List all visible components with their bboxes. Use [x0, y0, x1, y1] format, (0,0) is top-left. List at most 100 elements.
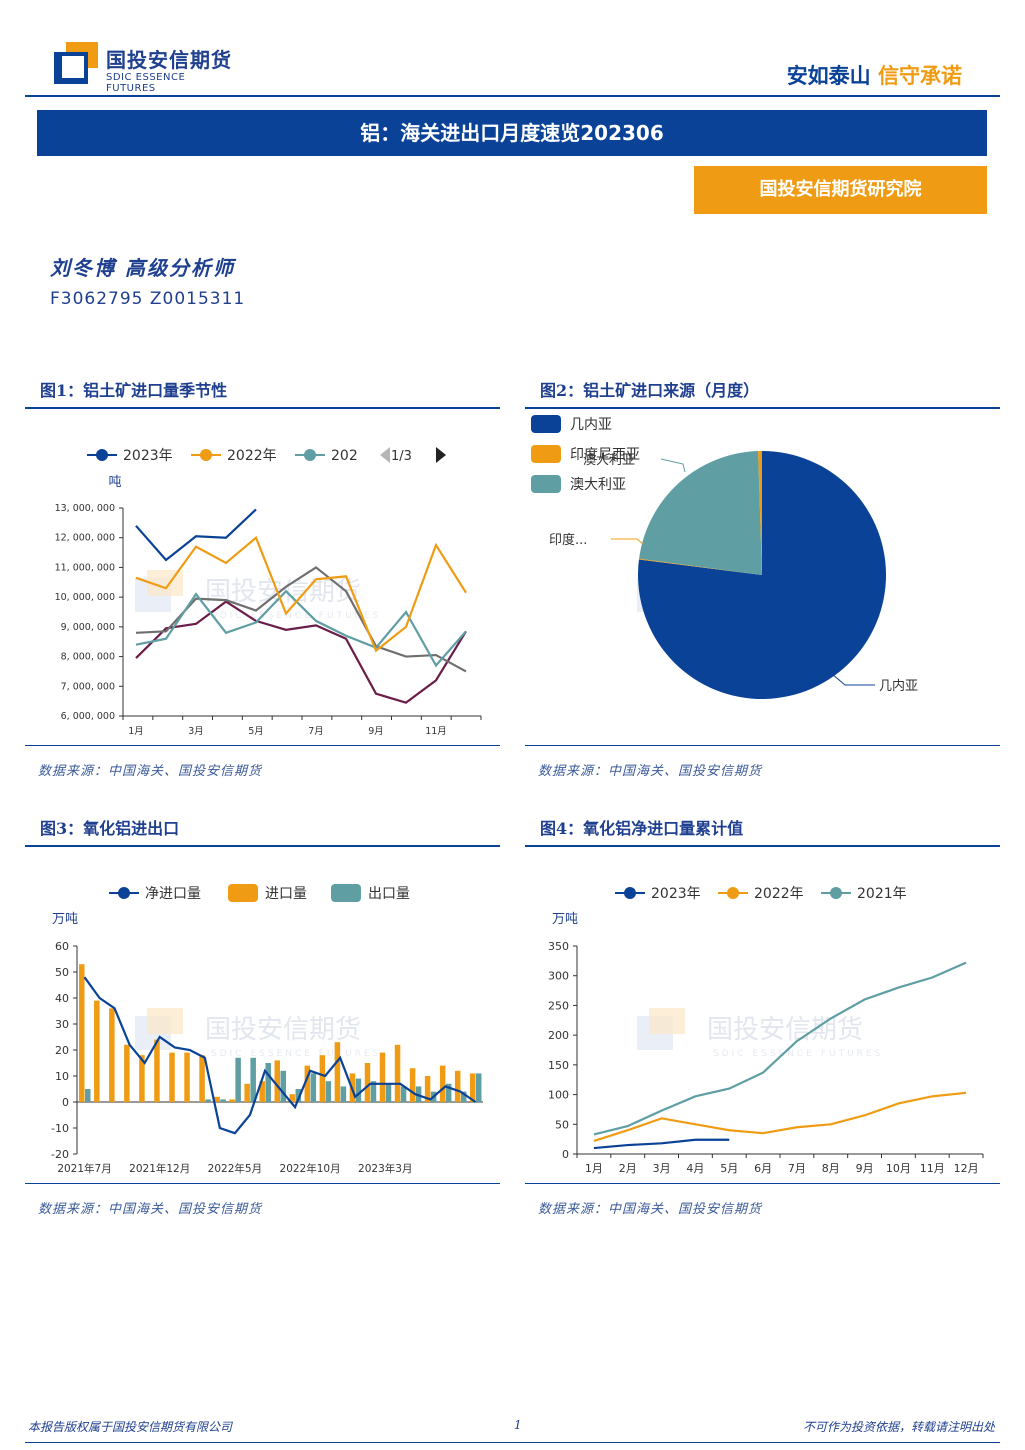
x-tick-label: 1月: [128, 726, 144, 737]
y-tick-label: 200: [548, 1029, 569, 1042]
y-tick-label: 0: [562, 1148, 569, 1161]
legend-swatch-2: [531, 475, 561, 493]
bar-export: [325, 1081, 332, 1102]
bar-import: [394, 1044, 401, 1102]
footer-page-number: 1: [514, 1418, 522, 1432]
y-tick-label: 7, 000, 000: [61, 681, 115, 692]
y-tick-label: 9, 000, 000: [61, 622, 115, 633]
legend-export-label: 出口量: [368, 886, 410, 902]
legend-label-1: 印度尼西亚: [570, 447, 640, 463]
legend-item-2-swatch-dot: [830, 887, 842, 899]
bar-import: [319, 1055, 326, 1102]
x-tick-label: 2023年3月: [358, 1162, 412, 1175]
y-tick-label: 10, 000, 000: [55, 592, 115, 603]
series-line-2: [593, 961, 967, 1136]
legend-item-1-label: 2022年: [227, 448, 277, 464]
leader-india: [611, 538, 644, 545]
bar-import: [169, 1052, 175, 1102]
slogan-a: 安如泰山: [786, 64, 871, 88]
bar-export: [205, 1099, 211, 1102]
y-tick-label: 11, 000, 000: [55, 562, 115, 573]
pie-slice-3: [758, 451, 762, 575]
legend-label-2: 澳大利亚: [570, 477, 626, 493]
slogan-b: 信守承诺: [878, 64, 962, 88]
pie-label-india: 印度...: [549, 532, 587, 548]
fig1-source: 数据来源：中国海关、国投安信期货: [38, 764, 263, 779]
author-license: F3062795 Z0015311: [50, 289, 246, 309]
y-tick-label: 60: [55, 940, 69, 953]
bar-export: [400, 1086, 407, 1102]
watermark-en: SDIC ESSENCE FUTURES: [211, 1049, 381, 1059]
legend-import-label: 进口量: [265, 886, 307, 902]
bar-import: [259, 1081, 265, 1102]
bar-import: [439, 1065, 446, 1102]
x-tick-label: 2022年10月: [280, 1162, 341, 1175]
y-tick-label: 6, 000, 000: [61, 711, 115, 722]
fig2-title: 图2：铝土矿进口来源（月度）: [540, 381, 760, 400]
y-unit-label: 万吨: [552, 912, 578, 927]
x-tick-label: 1月: [585, 1162, 603, 1175]
fig2-bottom-rule: [525, 745, 1000, 746]
series-line-1: [135, 535, 467, 653]
x-tick-label: 7月: [788, 1162, 806, 1175]
bar-export: [310, 1073, 317, 1102]
bar-import: [109, 1008, 115, 1102]
watermark-mark-icon: [147, 1008, 183, 1034]
bar-import: [244, 1083, 250, 1102]
legend-prev-arrow-icon: [380, 447, 390, 463]
legend-item-0-swatch-dot: [624, 887, 636, 899]
y-tick-label: 8, 000, 000: [61, 652, 115, 663]
x-tick-label: 7月: [308, 726, 324, 737]
legend-item-2-label: 2021年: [857, 886, 907, 902]
fig4-title: 图4：氧化铝净进口量累计值: [540, 819, 744, 838]
series-line-0: [593, 1138, 730, 1150]
y-tick-label: -20: [51, 1148, 69, 1161]
x-tick-label: 5月: [720, 1162, 738, 1175]
x-tick-label: 4月: [686, 1162, 704, 1175]
legend-swatch-1: [531, 445, 561, 463]
x-tick-label: 5月: [248, 726, 264, 737]
x-tick-label: 9月: [368, 726, 384, 737]
bar-export: [355, 1078, 362, 1102]
bar-export: [340, 1086, 347, 1102]
bar-export: [265, 1063, 271, 1102]
fig3-top-rule: [25, 845, 500, 847]
fig2-source: 数据来源：中国海关、国投安信期货: [538, 764, 763, 779]
bar-import: [364, 1063, 371, 1102]
fig3-bottom-rule: [25, 1183, 500, 1184]
y-tick-label: 150: [548, 1059, 569, 1072]
y-unit-label: 吨: [108, 475, 121, 490]
y-tick-label: 50: [55, 966, 69, 979]
chart-alumina-trade: 国投安信期货 SDIC ESSENCE FUTURES 60 50 40 30 20 10 0 -…: [51, 884, 483, 1175]
watermark-en: SDIC ESSENCE FUTURES: [713, 1049, 883, 1059]
bar-import: [139, 1055, 145, 1102]
bar-import: [424, 1076, 431, 1102]
bar-import: [304, 1065, 311, 1102]
chart-alumina-net-cumulative: 国投安信期货 SDIC ESSENCE FUTURES 350 300 250 200 15…: [548, 886, 984, 1175]
y-tick-label: 13, 000, 000: [55, 503, 115, 514]
bar-import: [334, 1042, 341, 1102]
y-tick-label: 12, 000, 000: [55, 533, 115, 544]
company-logo: 国投安信期货 SDIC ESSENCE FUTURES: [54, 42, 234, 94]
legend-import-swatch: [228, 884, 258, 902]
bar-import: [229, 1099, 235, 1102]
x-tick-label: 2022年5月: [208, 1162, 262, 1175]
watermark-mark-icon: [649, 1008, 685, 1034]
bar-export: [220, 1099, 226, 1102]
legend-item-0-swatch-dot: [96, 449, 108, 461]
x-tick-label: 6月: [754, 1162, 772, 1175]
fig1-title: 图1：铝土矿进口量季节性: [40, 381, 228, 400]
bar-import: [214, 1096, 220, 1102]
bar-export: [250, 1057, 256, 1102]
x-tick-label: 2021年12月: [129, 1162, 190, 1175]
bar-import: [454, 1070, 461, 1102]
bar-import: [94, 1000, 100, 1102]
pie-slice-1: [638, 558, 762, 575]
y-tick-label: 10: [55, 1070, 69, 1083]
bar-export: [295, 1089, 302, 1102]
bar-export: [445, 1083, 452, 1102]
x-tick-label: 10月: [886, 1162, 911, 1175]
fig2-top-rule: [525, 407, 1000, 409]
footer-rule: [25, 1442, 1000, 1443]
